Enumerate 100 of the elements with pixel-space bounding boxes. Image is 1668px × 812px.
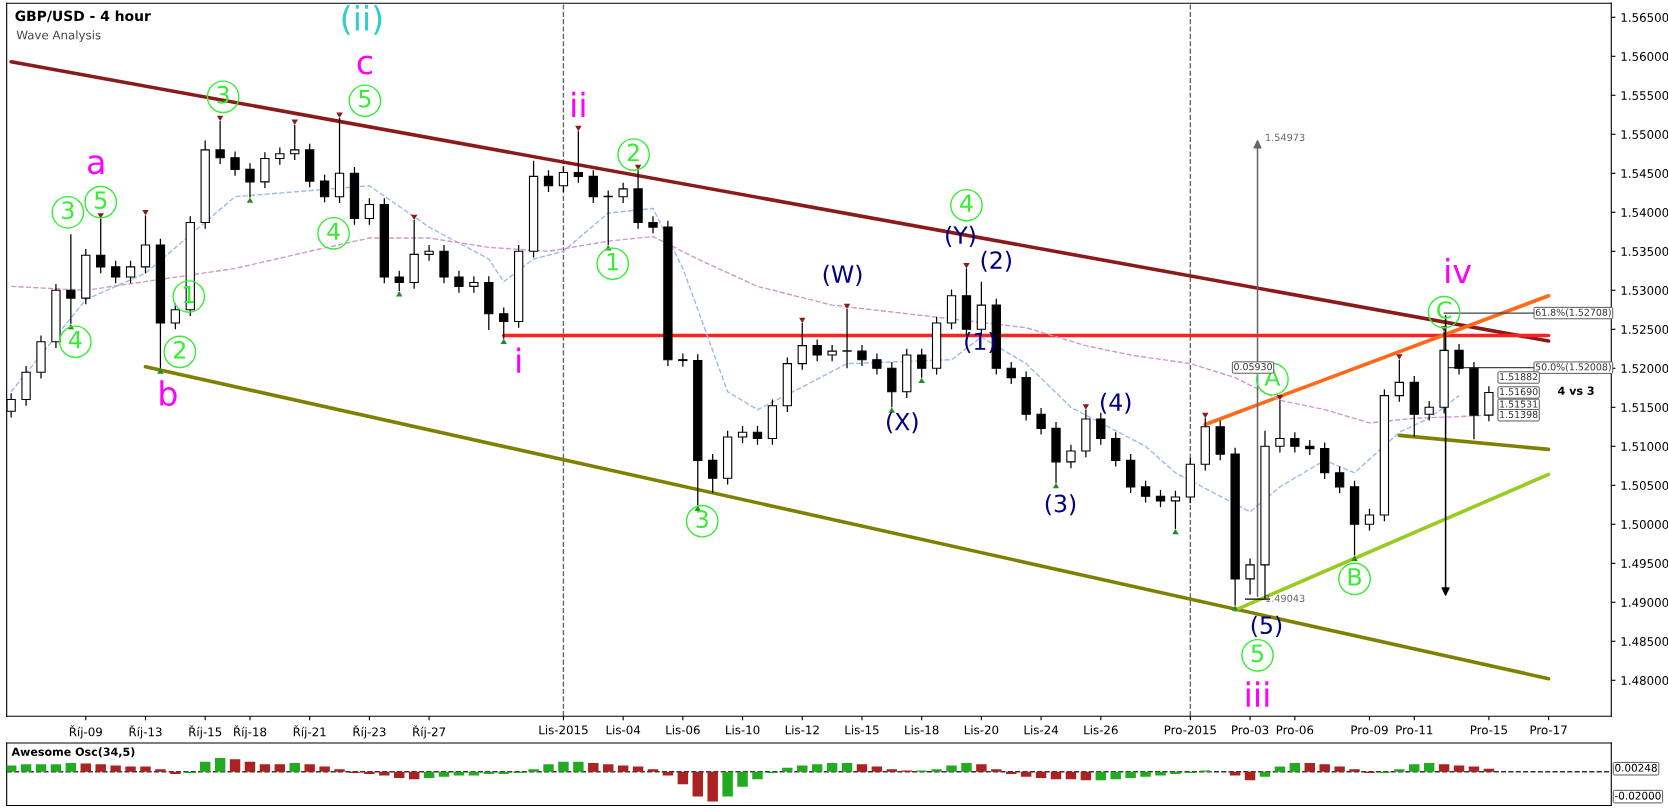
y-tick-label: 1.53000 xyxy=(1621,286,1668,295)
candlestick xyxy=(290,124,300,161)
candlestick xyxy=(6,392,16,419)
candlestick xyxy=(812,338,822,362)
candlestick xyxy=(1066,444,1076,469)
y-tick-label: 1.50500 xyxy=(1621,481,1668,490)
x-tick-label: Lis-24 xyxy=(1024,725,1059,735)
annotation: (2) xyxy=(981,250,1011,272)
candlestick xyxy=(319,174,330,203)
point xyxy=(1231,605,1239,611)
annotation: a xyxy=(88,155,104,175)
annotation: iv xyxy=(1446,257,1472,284)
bar xyxy=(125,766,136,772)
annotation: c xyxy=(357,55,373,75)
bar xyxy=(752,771,763,780)
bar xyxy=(408,771,420,780)
bar xyxy=(722,771,733,797)
candlestick xyxy=(125,260,136,284)
bar xyxy=(543,764,554,772)
x-tick-label: Pro-17 xyxy=(1530,725,1567,735)
bar xyxy=(244,761,256,772)
x-tick-label: Pro-15 xyxy=(1470,725,1507,735)
annotation: 4 xyxy=(68,331,82,349)
annotation: 5 xyxy=(1251,644,1263,663)
bar xyxy=(737,771,748,787)
bar xyxy=(259,764,271,772)
bar xyxy=(1349,769,1360,772)
candlestick xyxy=(1245,557,1255,596)
bar xyxy=(662,771,674,776)
bar xyxy=(110,765,121,772)
annotation: (3) xyxy=(1045,494,1076,516)
candlestick xyxy=(1096,412,1106,446)
bar xyxy=(1020,771,1032,777)
x-tick-label: Říj-09 xyxy=(69,725,102,739)
candlestick xyxy=(334,117,345,204)
candlestick xyxy=(543,169,554,193)
annotation: (W) xyxy=(823,264,862,286)
bar xyxy=(1409,764,1420,772)
bar xyxy=(274,764,286,772)
annotation: 3 xyxy=(696,510,708,529)
bar xyxy=(304,764,315,772)
x-tick-label: Pro-2015 xyxy=(1164,725,1216,735)
bar xyxy=(95,764,106,772)
text: -0.02000 xyxy=(1615,791,1661,800)
annotation: 4 xyxy=(960,194,973,212)
y-tick-label: 1.55000 xyxy=(1621,130,1668,139)
bar xyxy=(1319,764,1330,772)
bar xyxy=(453,771,465,776)
x-tick-label: Lis-04 xyxy=(606,725,641,735)
bar xyxy=(65,763,77,772)
candlestick xyxy=(230,150,240,177)
point xyxy=(1351,555,1358,561)
y-tick-label: 1.50000 xyxy=(1621,520,1668,529)
annotation: (5) xyxy=(1251,615,1282,637)
x-tick-label: Říj-27 xyxy=(413,725,446,739)
bar xyxy=(199,761,211,772)
candlestick xyxy=(1364,508,1375,532)
bar xyxy=(647,769,659,772)
point xyxy=(963,263,970,269)
x-tick-label: Říj-18 xyxy=(234,725,267,739)
bar xyxy=(856,764,868,772)
candlestick xyxy=(827,344,837,362)
bar xyxy=(602,764,614,772)
bar xyxy=(155,769,166,772)
y-tick-label: 1.51500 xyxy=(1621,403,1668,412)
bar xyxy=(1483,768,1495,772)
chart-title: GBP/USD - 4 hour xyxy=(15,10,151,23)
bar xyxy=(1110,771,1121,780)
bar xyxy=(214,757,226,772)
x-tick-label: Říj-21 xyxy=(293,725,326,739)
bar xyxy=(1274,766,1286,772)
bar xyxy=(886,769,898,772)
annotation: ii xyxy=(572,91,585,117)
annotation: iii xyxy=(1246,681,1269,707)
candlestick xyxy=(394,270,404,292)
annotation: 5 xyxy=(95,191,107,209)
annotation: 50.0%(1.52008) xyxy=(1535,363,1611,372)
candlestick xyxy=(1006,361,1016,385)
candlestick xyxy=(1290,431,1300,454)
text: Wave Analysis xyxy=(16,30,101,42)
annotation: C xyxy=(1437,301,1452,319)
candlestick xyxy=(1484,385,1494,422)
bar xyxy=(707,771,718,802)
point xyxy=(142,210,149,216)
annotation: 2 xyxy=(627,143,639,162)
bar xyxy=(35,764,47,772)
candlestick xyxy=(618,182,628,204)
point xyxy=(575,125,582,132)
candlestick xyxy=(260,151,270,189)
bar xyxy=(1065,771,1077,780)
annotation: 1 xyxy=(607,253,619,271)
bar xyxy=(319,766,330,772)
bar xyxy=(334,769,345,772)
bar xyxy=(423,771,435,778)
candlestick xyxy=(872,352,882,376)
x-tick-label: Lis-10 xyxy=(726,725,760,735)
annotation: 2 xyxy=(174,340,185,359)
y-tick-label: 1.54500 xyxy=(1621,169,1668,178)
bar xyxy=(1468,766,1480,772)
candlestick xyxy=(857,344,867,367)
